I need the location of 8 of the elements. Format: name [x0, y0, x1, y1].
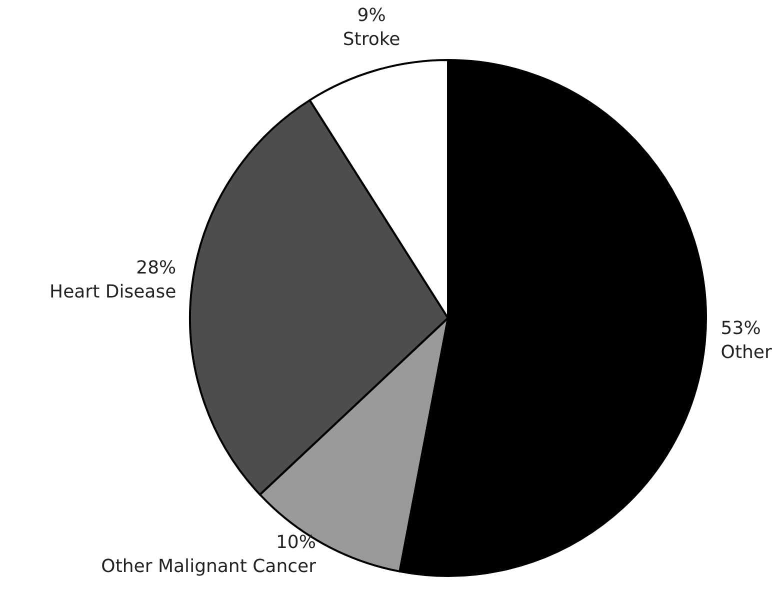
data-label: 9%	[357, 4, 386, 26]
data-label: 10%	[276, 532, 316, 554]
slice-label: Other Malignant Cancer	[101, 556, 317, 578]
slice-label: Stroke	[342, 28, 400, 50]
data-label: 53%	[720, 318, 761, 339]
data-label: 28%	[136, 258, 176, 279]
slice-label: Heart Disease	[50, 282, 176, 303]
slice-label: Other	[720, 342, 772, 363]
